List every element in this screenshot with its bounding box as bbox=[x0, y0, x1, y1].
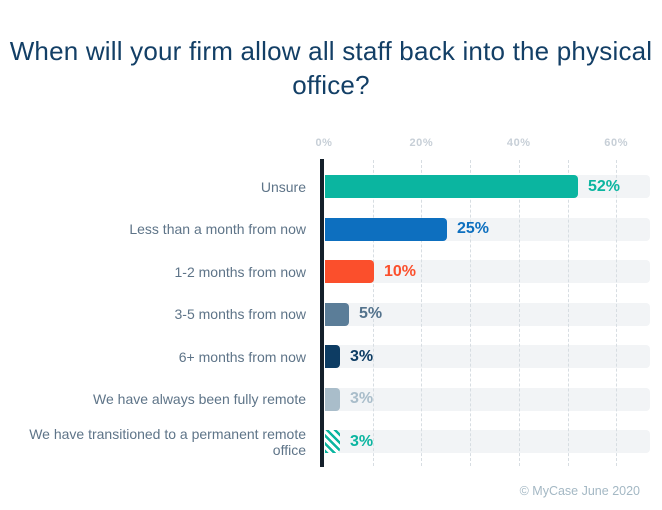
category-label: Less than a month from now bbox=[129, 221, 306, 237]
gridline bbox=[470, 160, 472, 466]
bar bbox=[325, 217, 447, 241]
value-label: 5% bbox=[359, 305, 383, 322]
value-label: 52% bbox=[588, 177, 621, 195]
bar bbox=[325, 387, 340, 411]
bar-track bbox=[325, 345, 650, 368]
y-axis-line bbox=[320, 159, 324, 467]
category-label: 3-5 months from now bbox=[174, 306, 307, 322]
bar-track bbox=[325, 430, 650, 453]
bar bbox=[325, 260, 374, 283]
value-label: 3% bbox=[350, 432, 374, 450]
category-label: 1-2 months from now bbox=[174, 263, 307, 280]
category-label: Unsure bbox=[260, 178, 306, 195]
x-tick-label: 40% bbox=[506, 137, 531, 149]
bar bbox=[325, 302, 349, 326]
category-label: We have transitioned to a permanent remo… bbox=[29, 425, 306, 458]
value-label: 3% bbox=[350, 347, 374, 365]
bar bbox=[325, 175, 578, 198]
bar-track bbox=[325, 387, 650, 411]
gridline bbox=[518, 160, 520, 466]
chart-title: When will your firm allow all staff back… bbox=[9, 36, 653, 100]
category-label: We have always been fully remote bbox=[93, 391, 306, 407]
x-tick-label: 0% bbox=[315, 137, 333, 149]
value-label: 25% bbox=[457, 220, 490, 237]
bar bbox=[325, 345, 340, 368]
gridline bbox=[567, 160, 569, 466]
x-tick-label: 60% bbox=[604, 137, 629, 149]
source-credit: © MyCase June 2020 bbox=[519, 484, 640, 498]
value-label: 10% bbox=[384, 262, 417, 280]
bar-track bbox=[325, 302, 650, 326]
category-label: 6+ months from now bbox=[178, 348, 306, 365]
gridline bbox=[372, 160, 374, 466]
gridline bbox=[421, 160, 423, 466]
bar-track bbox=[325, 260, 650, 283]
gridline bbox=[616, 160, 618, 466]
value-label: 3% bbox=[350, 390, 374, 407]
x-tick-label: 20% bbox=[409, 137, 434, 149]
bar bbox=[325, 430, 340, 453]
